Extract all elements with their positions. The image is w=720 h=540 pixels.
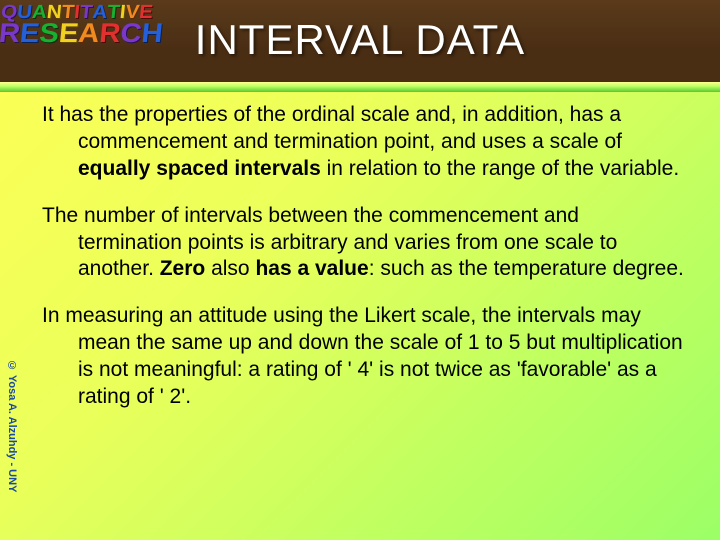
p2-mid: also <box>205 257 255 280</box>
p1-text-post: in relation to the range of the variable… <box>321 157 679 180</box>
paragraph-3: In measuring an attitude using the Liker… <box>42 303 688 411</box>
body: It has the properties of the ordinal sca… <box>0 88 720 443</box>
paragraph-1: It has the properties of the ordinal sca… <box>42 102 688 183</box>
p2-text-post: : such as the temperature degree. <box>369 257 684 280</box>
p1-bold: equally spaced intervals <box>78 157 321 180</box>
slide: QUANTITATIVE RESEARCH INTERVAL DATA It h… <box>0 0 720 540</box>
header-bar: QUANTITATIVE RESEARCH INTERVAL DATA <box>0 0 720 88</box>
p3-text: In measuring an attitude using the Liker… <box>42 303 688 411</box>
p2-bold2: has a value <box>255 257 368 280</box>
paragraph-2: The number of intervals between the comm… <box>42 203 688 284</box>
header-accent <box>0 82 720 92</box>
page-title: INTERVAL DATA <box>0 16 720 64</box>
p2-bold1: Zero <box>160 257 206 280</box>
p1-text-pre: It has the properties of the ordinal sca… <box>42 103 622 153</box>
copyright: © Yosa A. Alzuhdy - UNY <box>6 360 18 492</box>
